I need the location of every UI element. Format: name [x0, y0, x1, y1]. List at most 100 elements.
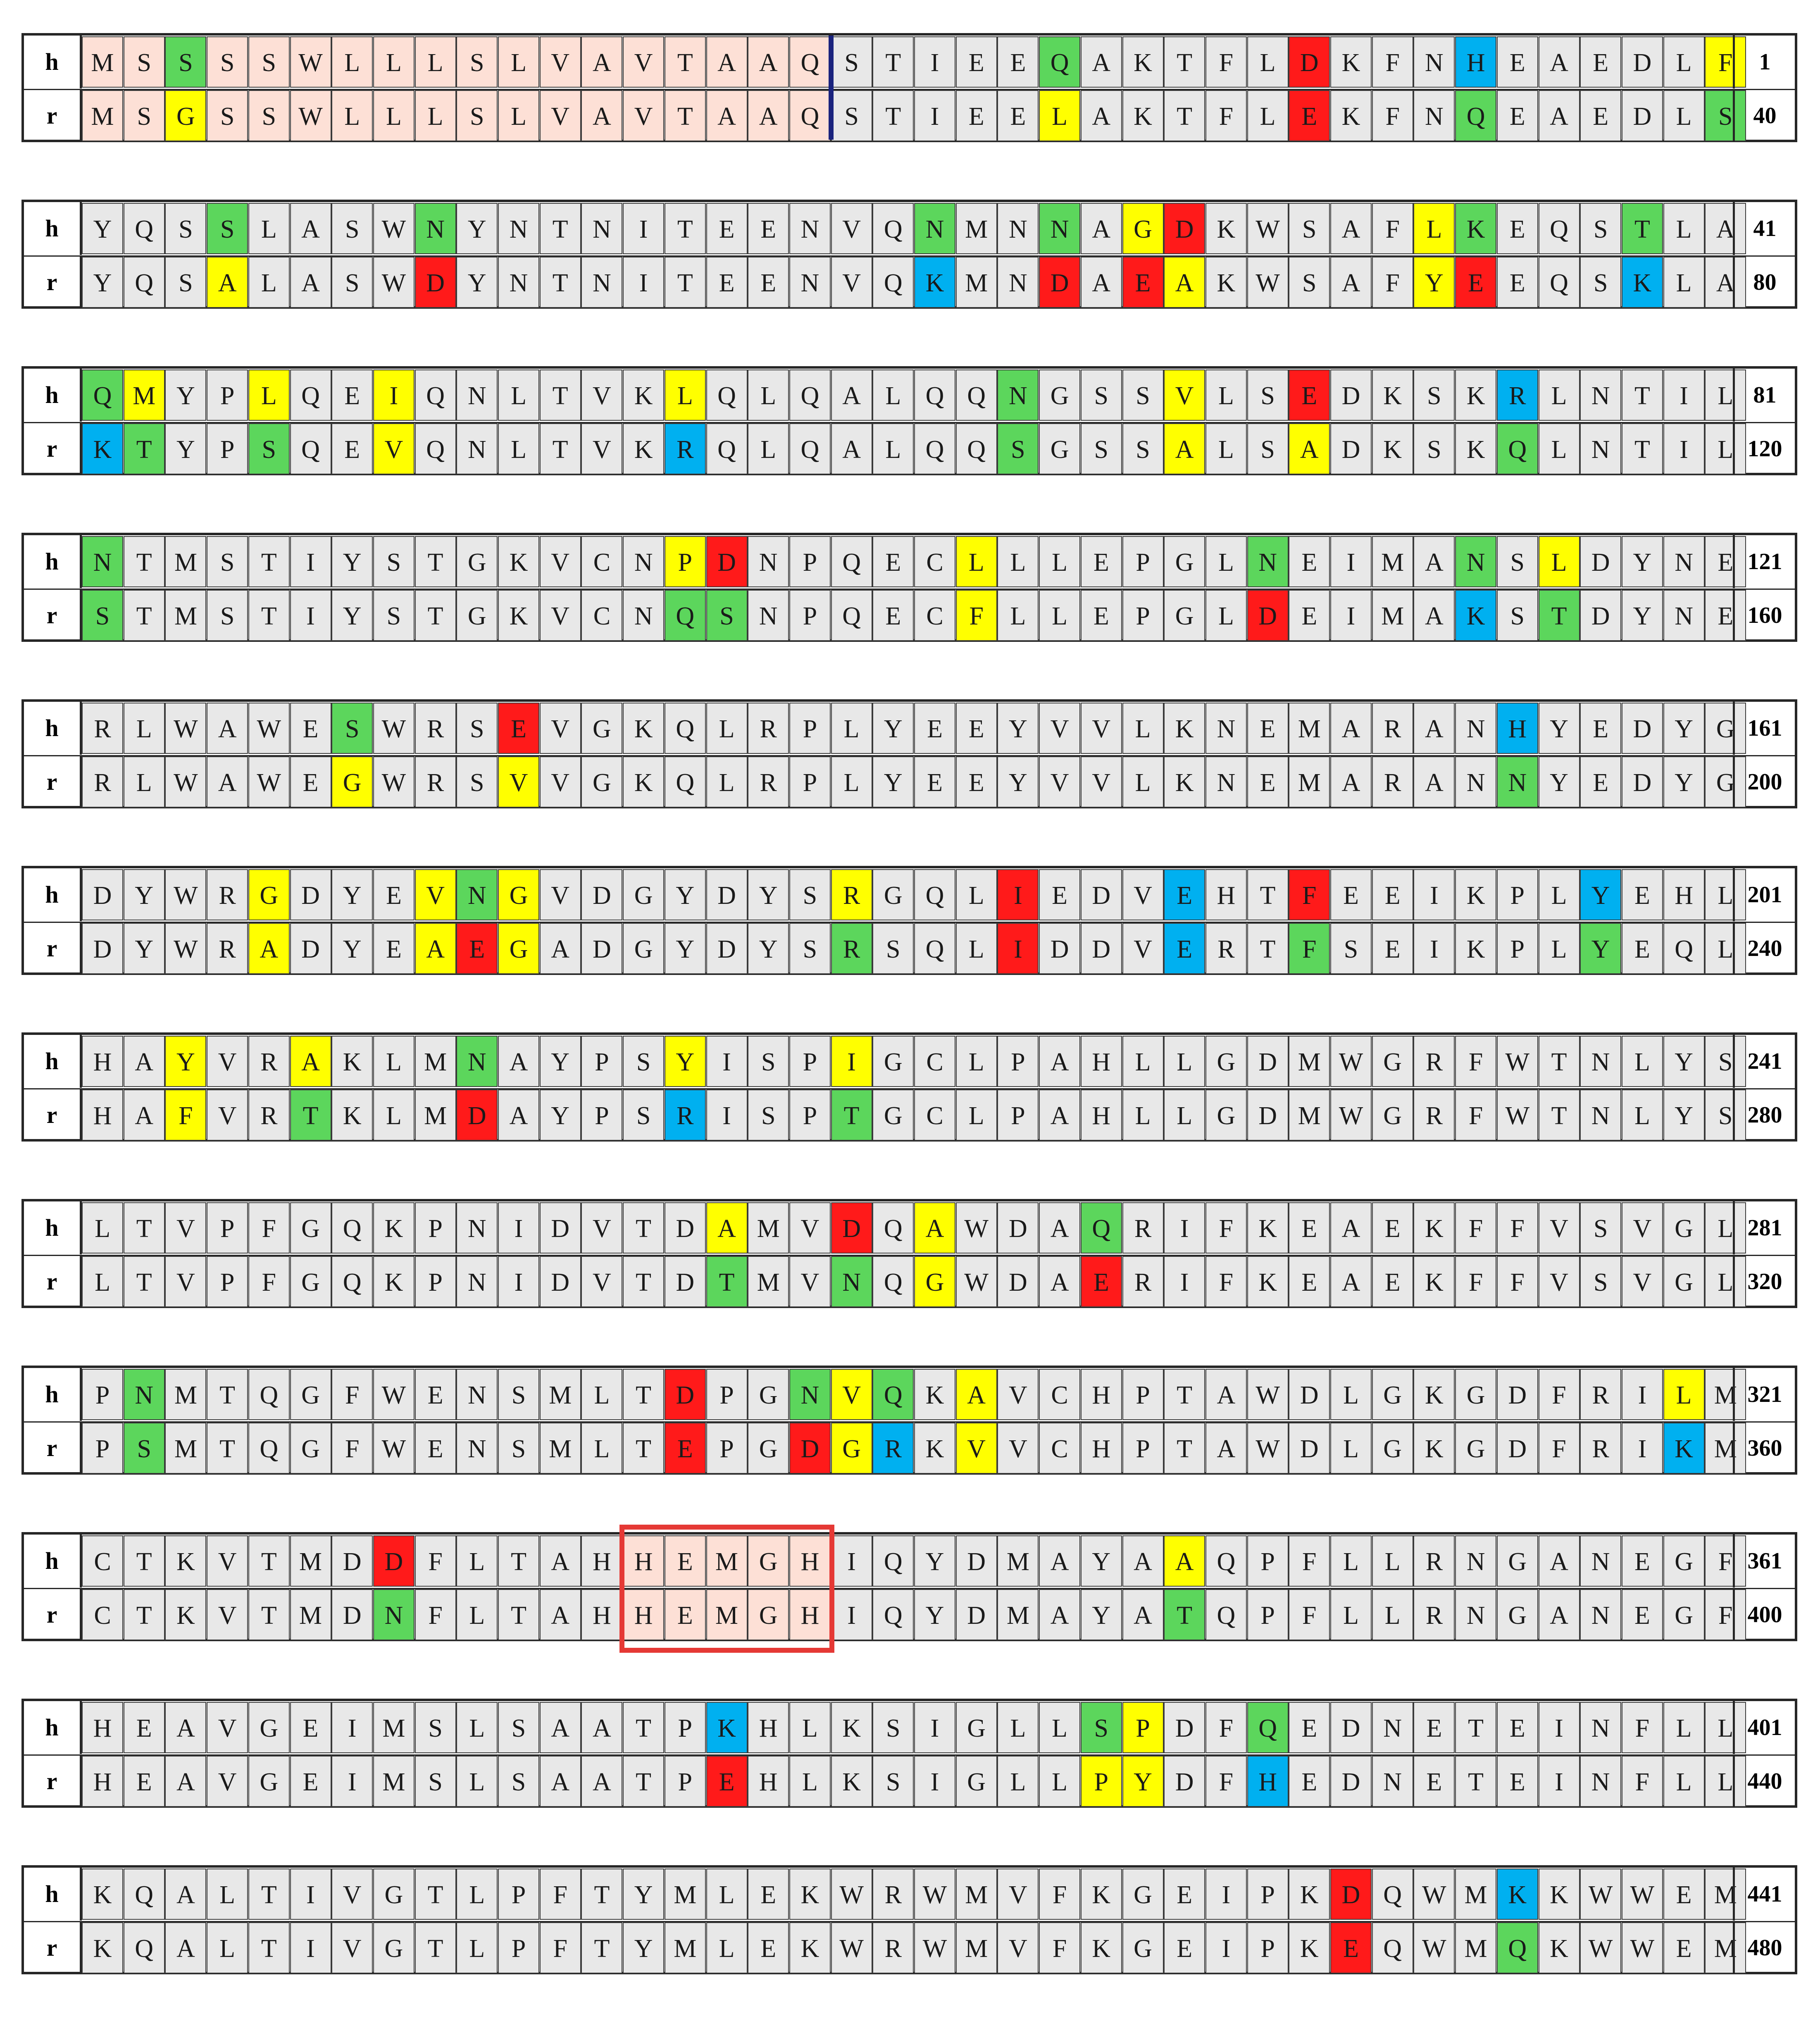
residue-cell: D [1621, 36, 1663, 88]
residue-cell: F [1289, 1589, 1330, 1640]
residue-cell: N [456, 423, 498, 474]
residue-cell: A [123, 1089, 165, 1141]
residue-cell: I [706, 1089, 748, 1141]
residue-cell: E [1289, 1756, 1330, 1807]
residue-cell: L [706, 1922, 748, 1973]
residue-cell: F [1205, 1702, 1247, 1753]
residue-cell: S [498, 1702, 539, 1753]
residue-cell: E [872, 536, 914, 587]
residue-cell: L [955, 923, 997, 974]
residue-cell: T [248, 1922, 290, 1973]
residue-cell: I [290, 1869, 331, 1920]
residue-cell: L [1705, 1756, 1746, 1807]
residue-cell: C [82, 1535, 123, 1587]
residue-cell: E [664, 1589, 706, 1640]
residue-cell: N [123, 1369, 165, 1420]
residue-cell: A [1080, 203, 1122, 254]
residue-cell: G [623, 923, 665, 974]
residue-cell: T [415, 536, 456, 587]
residue-cell: P [1122, 536, 1164, 587]
residue-cell: N [456, 869, 498, 920]
residue-cell: A [914, 1202, 955, 1254]
residue-cell: I [1413, 869, 1455, 920]
residue-cell: A [1164, 423, 1205, 474]
residue-cell: K [82, 1869, 123, 1920]
residue-cell: V [1621, 1202, 1663, 1254]
position-number: 200 [1733, 756, 1795, 808]
residue-cell: H [1205, 869, 1247, 920]
residue-cell: F [1289, 923, 1330, 974]
residue-cell: S [789, 869, 831, 920]
position-number: 361 [1733, 1535, 1795, 1587]
residue-cell: M [415, 1036, 456, 1087]
residue-cell: A [706, 36, 748, 88]
residue-cell: F [1372, 36, 1413, 88]
residue-cell: R [1372, 703, 1413, 754]
residue-cell: A [1080, 257, 1122, 308]
residue-cell: W [955, 1202, 997, 1254]
residue-cell: V [539, 90, 581, 141]
residue-cell: L [456, 1535, 498, 1587]
residue-cell: A [1330, 203, 1372, 254]
residue-cell: S [1080, 1702, 1122, 1753]
residue-cell: L [1247, 36, 1289, 88]
residue-cell: I [1205, 1869, 1247, 1920]
residue-cell: T [1455, 1756, 1497, 1807]
residue-cell: F [1621, 1702, 1663, 1753]
residue-cell: A [1039, 1089, 1081, 1141]
residue-cell: L [1164, 1036, 1205, 1087]
residue-cell: E [1289, 590, 1330, 641]
residue-cell: M [748, 1202, 789, 1254]
residue-cell: D [539, 1202, 581, 1254]
residue-cell: F [165, 1089, 207, 1141]
residue-cell: R [248, 1089, 290, 1141]
residue-cell: P [1496, 923, 1538, 974]
residue-cell: E [1330, 1922, 1372, 1973]
residue-cell: L [373, 90, 415, 141]
residue-cell: Y [331, 923, 373, 974]
residue-cell: A [1080, 36, 1122, 88]
residue-cell: E [914, 756, 955, 808]
residue-cell: M [955, 1922, 997, 1973]
residue-cell: A [123, 1036, 165, 1087]
residue-cell: T [1538, 590, 1580, 641]
residue-cell: L [1205, 536, 1247, 587]
residue-cell: M [1705, 1922, 1746, 1973]
residue-cell: N [581, 257, 623, 308]
residue-cell: E [456, 923, 498, 974]
residue-cell: K [1621, 257, 1663, 308]
residue-cell: W [290, 90, 331, 141]
residue-cell: S [1580, 203, 1622, 254]
residue-cell: P [581, 1036, 623, 1087]
residue-cell: E [290, 756, 331, 808]
residue-cell: Q [914, 369, 955, 421]
residue-cell: L [1538, 369, 1580, 421]
residue-cell: D [1080, 923, 1122, 974]
residue-cell: E [955, 703, 997, 754]
residue-cell: C [914, 536, 955, 587]
residue-cell: T [706, 1256, 748, 1307]
residue-cell: I [914, 90, 955, 141]
residue-cell: K [1455, 423, 1497, 474]
residue-cell: K [1455, 923, 1497, 974]
residue-cell: F [1205, 1256, 1247, 1307]
residue-cell: G [1372, 1036, 1413, 1087]
residue-cell: D [581, 869, 623, 920]
residue-cell: E [1705, 590, 1746, 641]
residue-cell: S [248, 36, 290, 88]
residue-cell: Q [1372, 1922, 1413, 1973]
residue-cell: W [290, 36, 331, 88]
residue-cell: E [1289, 369, 1330, 421]
residue-cell: F [331, 1423, 373, 1474]
residue-cell: V [207, 1089, 248, 1141]
residue-cell: S [1496, 536, 1538, 587]
residue-cell: P [1122, 1702, 1164, 1753]
residue-cell: K [1289, 1869, 1330, 1920]
residue-cell: N [1580, 369, 1622, 421]
residue-cell: W [373, 703, 415, 754]
residue-cell: T [1455, 1702, 1497, 1753]
residue-cell: Q [831, 590, 872, 641]
residue-cell: C [914, 1089, 955, 1141]
residue-cell: E [290, 1756, 331, 1807]
residue-cell: L [248, 369, 290, 421]
